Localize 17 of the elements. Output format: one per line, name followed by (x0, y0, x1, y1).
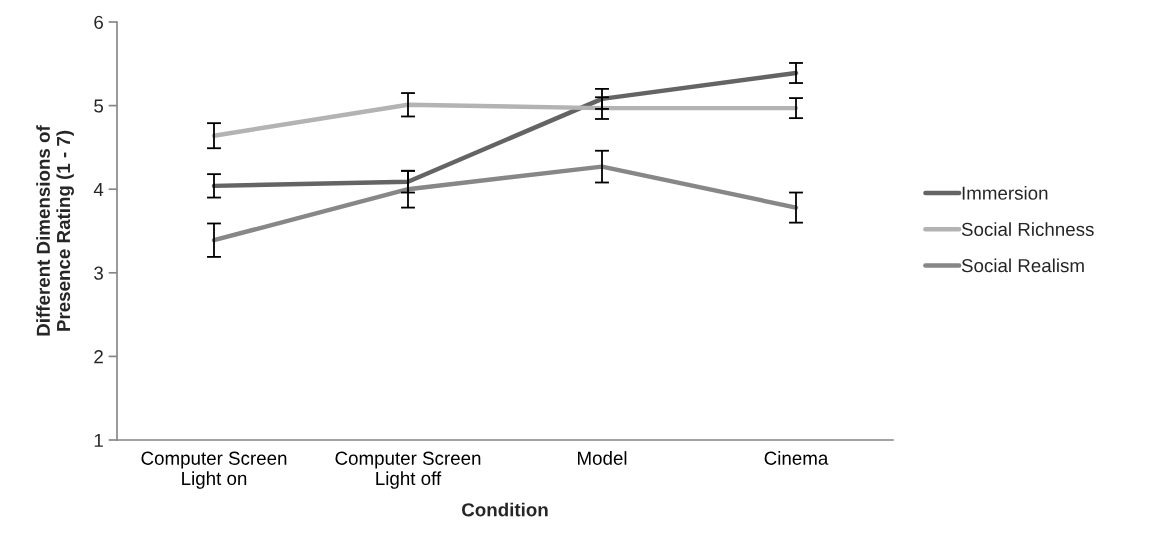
x-tick-label: Computer Screen Light off (335, 451, 481, 489)
y-tick-label: 6 (94, 15, 103, 29)
x-axis-title: Condition (462, 502, 548, 517)
legend-label: Social Realism (961, 258, 1084, 273)
y-tick-label: 4 (93, 183, 104, 196)
legend-label: Social Richness (961, 222, 1094, 237)
y-tick-label: 1 (94, 433, 103, 447)
legend-label: Immersion (962, 186, 1048, 200)
x-tick-label: Computer Screen Light on (141, 451, 287, 489)
y-tick-label: 5 (94, 99, 104, 113)
y-tick-label: 3 (94, 266, 103, 280)
line-series (211, 70, 799, 189)
y-axis-title: Different Dimensions of Presence Rating (1 - 7) (36, 125, 74, 336)
line-series (211, 164, 799, 243)
x-tick-label: Model (578, 451, 627, 465)
y-tick-label: 2 (94, 350, 103, 364)
x-tick-label: Cinema (764, 451, 829, 465)
